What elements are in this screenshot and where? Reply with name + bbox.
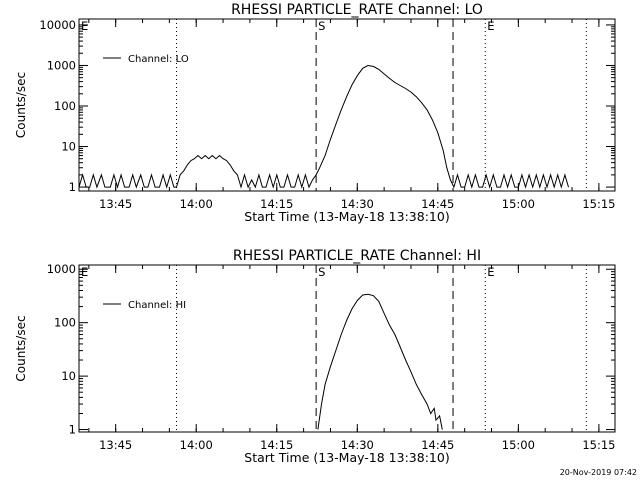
series-line — [317, 293, 443, 430]
x-tick-label: 14:45 — [421, 438, 454, 452]
x-tick-label: 14:30 — [341, 197, 374, 211]
marker-label: S — [318, 265, 325, 279]
x-axis-label: Start Time (13-May-18 13:38:10) — [244, 450, 449, 465]
y-tick-label: 100 — [54, 99, 76, 113]
x-axis-label: Start Time (13-May-18 13:38:10) — [244, 209, 449, 224]
y-tick-label: 1000 — [47, 58, 76, 72]
legend-label: Channel: LO — [128, 54, 189, 65]
x-tick-label: 15:00 — [502, 438, 535, 452]
marker-label: E — [487, 19, 494, 33]
x-tick-label: 14:30 — [341, 438, 374, 452]
y-tick-label: 10 — [61, 140, 76, 154]
x-tick-label: 14:15 — [260, 197, 293, 211]
x-tick-label: 15:15 — [582, 197, 615, 211]
footer-timestamp: 20-Nov-2019 07:42 — [560, 468, 637, 477]
chart-title: RHESSI PARTICLE_RATE Channel: LO — [231, 2, 483, 18]
plot-frame — [78, 264, 616, 433]
marker-label: E — [81, 265, 88, 279]
chart-title: RHESSI PARTICLE_RATE Channel: HI — [233, 248, 481, 264]
x-tick-label: 15:15 — [582, 438, 615, 452]
x-tick-label: 15:00 — [502, 197, 535, 211]
legend-label: Channel: HI — [128, 300, 186, 311]
x-tick-label: 14:45 — [421, 197, 454, 211]
marker-label: E — [81, 19, 88, 33]
series-line — [78, 64, 569, 189]
y-tick-label: 1 — [69, 180, 76, 194]
y-tick-label: 10000 — [39, 18, 76, 32]
y-tick-label: 10 — [61, 369, 76, 383]
x-tick-label: 13:45 — [99, 438, 132, 452]
x-tick-label: 14:15 — [260, 438, 293, 452]
marker-label: E — [487, 265, 494, 279]
x-tick-label: 14:00 — [180, 438, 213, 452]
chart-panel-1: RHESSI PARTICLE_RATE Channel: LO 13:45 14:… — [14, 2, 616, 224]
marker-label: S — [318, 19, 325, 33]
plot-frame — [78, 18, 616, 192]
x-tick-label: 14:00 — [180, 197, 213, 211]
y-axis-label: Counts/sec — [14, 315, 28, 381]
chart-panel-2: RHESSI PARTICLE_RATE Channel: HI 13:45 14:… — [14, 248, 616, 465]
y-axis-label: Counts/sec — [14, 72, 28, 138]
y-tick-label: 100 — [54, 316, 76, 330]
y-tick-label: 1000 — [47, 262, 76, 276]
x-tick-label: 13:45 — [99, 197, 132, 211]
y-tick-label: 1 — [69, 423, 76, 437]
